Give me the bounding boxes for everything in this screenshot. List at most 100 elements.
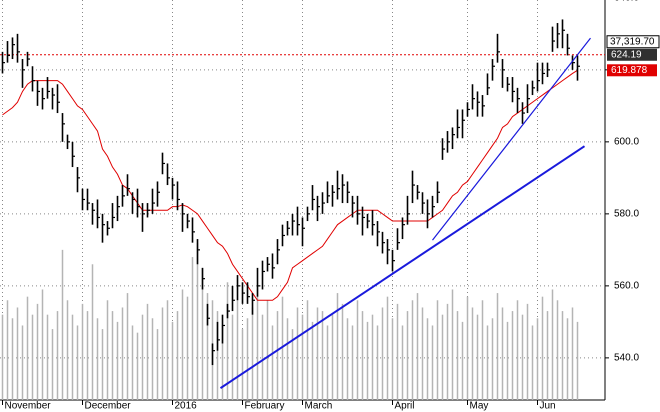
- volume-bar: [281, 296, 284, 400]
- volume-bar: [466, 296, 469, 400]
- trendline: [432, 37, 591, 241]
- moving-average: [2, 69, 578, 301]
- volume-bar: [56, 311, 59, 400]
- volume-bar: [486, 325, 489, 400]
- y-tick-label: 540.0: [614, 353, 639, 364]
- volume-bar: [216, 311, 219, 400]
- x-tick-label: March: [305, 401, 333, 412]
- volume-bar: [261, 314, 264, 400]
- ma-label-box: [607, 64, 657, 77]
- volume-bar: [446, 303, 449, 400]
- volume-bar: [521, 314, 524, 400]
- volume-bar: [246, 318, 249, 400]
- volume-label-box: [606, 35, 660, 49]
- volume-bar: [571, 307, 574, 400]
- volume-bar: [226, 282, 229, 400]
- volume-bar: [541, 296, 544, 400]
- volume-bar: [51, 329, 54, 400]
- volume-bar: [346, 318, 349, 400]
- volume-bar: [71, 314, 74, 400]
- volume-bar: [326, 325, 329, 400]
- volume-label: 37,319.70: [610, 36, 655, 47]
- volume-bar: [251, 307, 254, 400]
- volume-bar: [181, 289, 184, 400]
- volume-bar: [536, 318, 539, 400]
- volume-bar: [161, 307, 164, 400]
- volume-bar: [556, 300, 559, 400]
- volume-bar: [11, 318, 14, 400]
- volume-bar: [121, 307, 124, 400]
- x-tick-label: 2016: [175, 401, 198, 412]
- volume-bar: [116, 321, 119, 400]
- volume-bar: [441, 314, 444, 400]
- volume-bar: [321, 311, 324, 400]
- volume-bar: [396, 303, 399, 400]
- volume-bar: [496, 293, 499, 400]
- volume-bar: [431, 325, 434, 400]
- x-tick-label: Jun: [540, 401, 556, 412]
- y-tick-label: 580.0: [614, 209, 639, 220]
- volume-bar: [371, 314, 374, 400]
- volume-bar: [156, 329, 159, 400]
- ma-label: 619.878: [611, 65, 648, 76]
- volume-bar: [196, 242, 199, 400]
- volume-bar: [301, 314, 304, 400]
- volume-bar: [316, 307, 319, 400]
- volume-bar: [306, 300, 309, 400]
- volume-bar: [46, 314, 49, 400]
- volume-bar: [401, 325, 404, 400]
- volume-bar: [501, 307, 504, 400]
- volume-bar: [6, 300, 9, 400]
- volume-bar: [456, 311, 459, 400]
- volume-bar: [16, 307, 19, 400]
- volume-bar: [376, 325, 379, 400]
- volume-bar: [296, 307, 299, 400]
- x-tick-label: April: [395, 401, 415, 412]
- volume-bar: [341, 303, 344, 400]
- volume-bar: [351, 325, 354, 400]
- volume-bar: [96, 318, 99, 400]
- volume-bar: [1, 314, 4, 400]
- volume-bar: [576, 321, 579, 400]
- volume-bar: [151, 318, 154, 400]
- volume-bar: [91, 264, 94, 400]
- x-tick-label: February: [245, 401, 285, 412]
- volume-bar: [366, 321, 369, 400]
- volume-bar: [291, 329, 294, 400]
- volume-bar: [26, 296, 29, 400]
- volume-bar: [76, 325, 79, 400]
- volume-bar: [471, 307, 474, 400]
- volume-bar: [266, 300, 269, 400]
- volume-bar: [411, 300, 414, 400]
- volume-bar: [436, 300, 439, 400]
- volume-bar: [36, 303, 39, 400]
- volume-bar: [381, 307, 384, 400]
- volume-bar: [311, 321, 314, 400]
- volume-bar: [506, 321, 509, 400]
- volume-bar: [191, 257, 194, 400]
- volume-bar: [491, 318, 494, 400]
- volume-bar: [131, 325, 134, 400]
- volume-bar: [241, 329, 244, 400]
- trendline: [219, 145, 586, 389]
- volume-bar: [391, 318, 394, 400]
- volume-bar: [526, 303, 529, 400]
- x-tick-label: May: [470, 401, 489, 412]
- volume-bar: [221, 325, 224, 400]
- volume-bar: [101, 329, 104, 400]
- volume-bar: [421, 307, 424, 400]
- volume-bar: [561, 311, 564, 400]
- volume-bar: [86, 311, 89, 400]
- volume-bar: [106, 300, 109, 400]
- volume-bar: [356, 300, 359, 400]
- volume-bar: [136, 332, 139, 400]
- volume-bar: [61, 249, 64, 400]
- volume-bar: [546, 311, 549, 400]
- volume-bar: [451, 289, 454, 400]
- volume-bar: [566, 318, 569, 400]
- volume-bar: [146, 303, 149, 400]
- volume-bar: [111, 311, 114, 400]
- volume-bar: [426, 318, 429, 400]
- volume-bar: [141, 314, 144, 400]
